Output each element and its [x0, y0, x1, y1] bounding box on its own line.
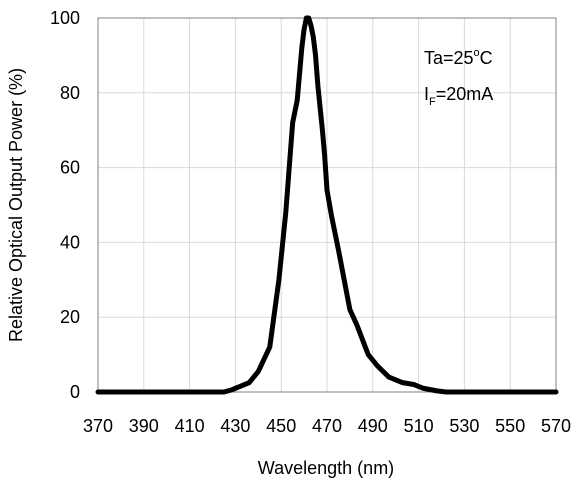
x-tick-label: 370: [83, 416, 113, 436]
x-tick-label: 490: [358, 416, 388, 436]
annotation-current-subscript: F: [429, 96, 436, 108]
annotation-temperature: Ta=25oC: [424, 47, 493, 68]
y-tick-label: 100: [50, 8, 80, 28]
annotation-current-value: =20mA: [436, 84, 494, 104]
annotation-temperature-degree: o: [474, 47, 480, 59]
grid-lines: [97, 17, 557, 393]
x-tick-label: 510: [404, 416, 434, 436]
y-tick-label: 0: [70, 382, 80, 402]
x-tick-label: 570: [541, 416, 571, 436]
x-axis-title: Wavelength (nm): [258, 458, 394, 478]
plot-area-frame: [97, 17, 557, 393]
annotation-temperature-prefix: Ta=25: [424, 48, 474, 68]
y-axis-title: Relative Optical Output Power (%): [6, 68, 26, 342]
y-tick-label: 40: [60, 232, 80, 252]
x-tick-labels: 370 390 410 430 450 470 490 510 530 550 570: [83, 416, 571, 436]
y-tick-label: 60: [60, 158, 80, 178]
x-tick-label: 450: [266, 416, 296, 436]
x-tick-label: 430: [220, 416, 250, 436]
x-tick-label: 550: [495, 416, 525, 436]
annotation-current: IF=20mA: [424, 84, 493, 108]
x-tick-label: 390: [129, 416, 159, 436]
series-line-relative-output: [95, 15, 559, 395]
y-tick-labels: 0 20 40 60 80 100: [50, 8, 80, 402]
x-tick-label: 470: [312, 416, 342, 436]
x-tick-label: 530: [449, 416, 479, 436]
y-tick-label: 80: [60, 83, 80, 103]
annotation-current-prefix: I: [424, 84, 429, 104]
x-tick-label: 410: [175, 416, 205, 436]
annotation-temperature-unit: C: [480, 48, 493, 68]
y-tick-label: 20: [60, 307, 80, 327]
